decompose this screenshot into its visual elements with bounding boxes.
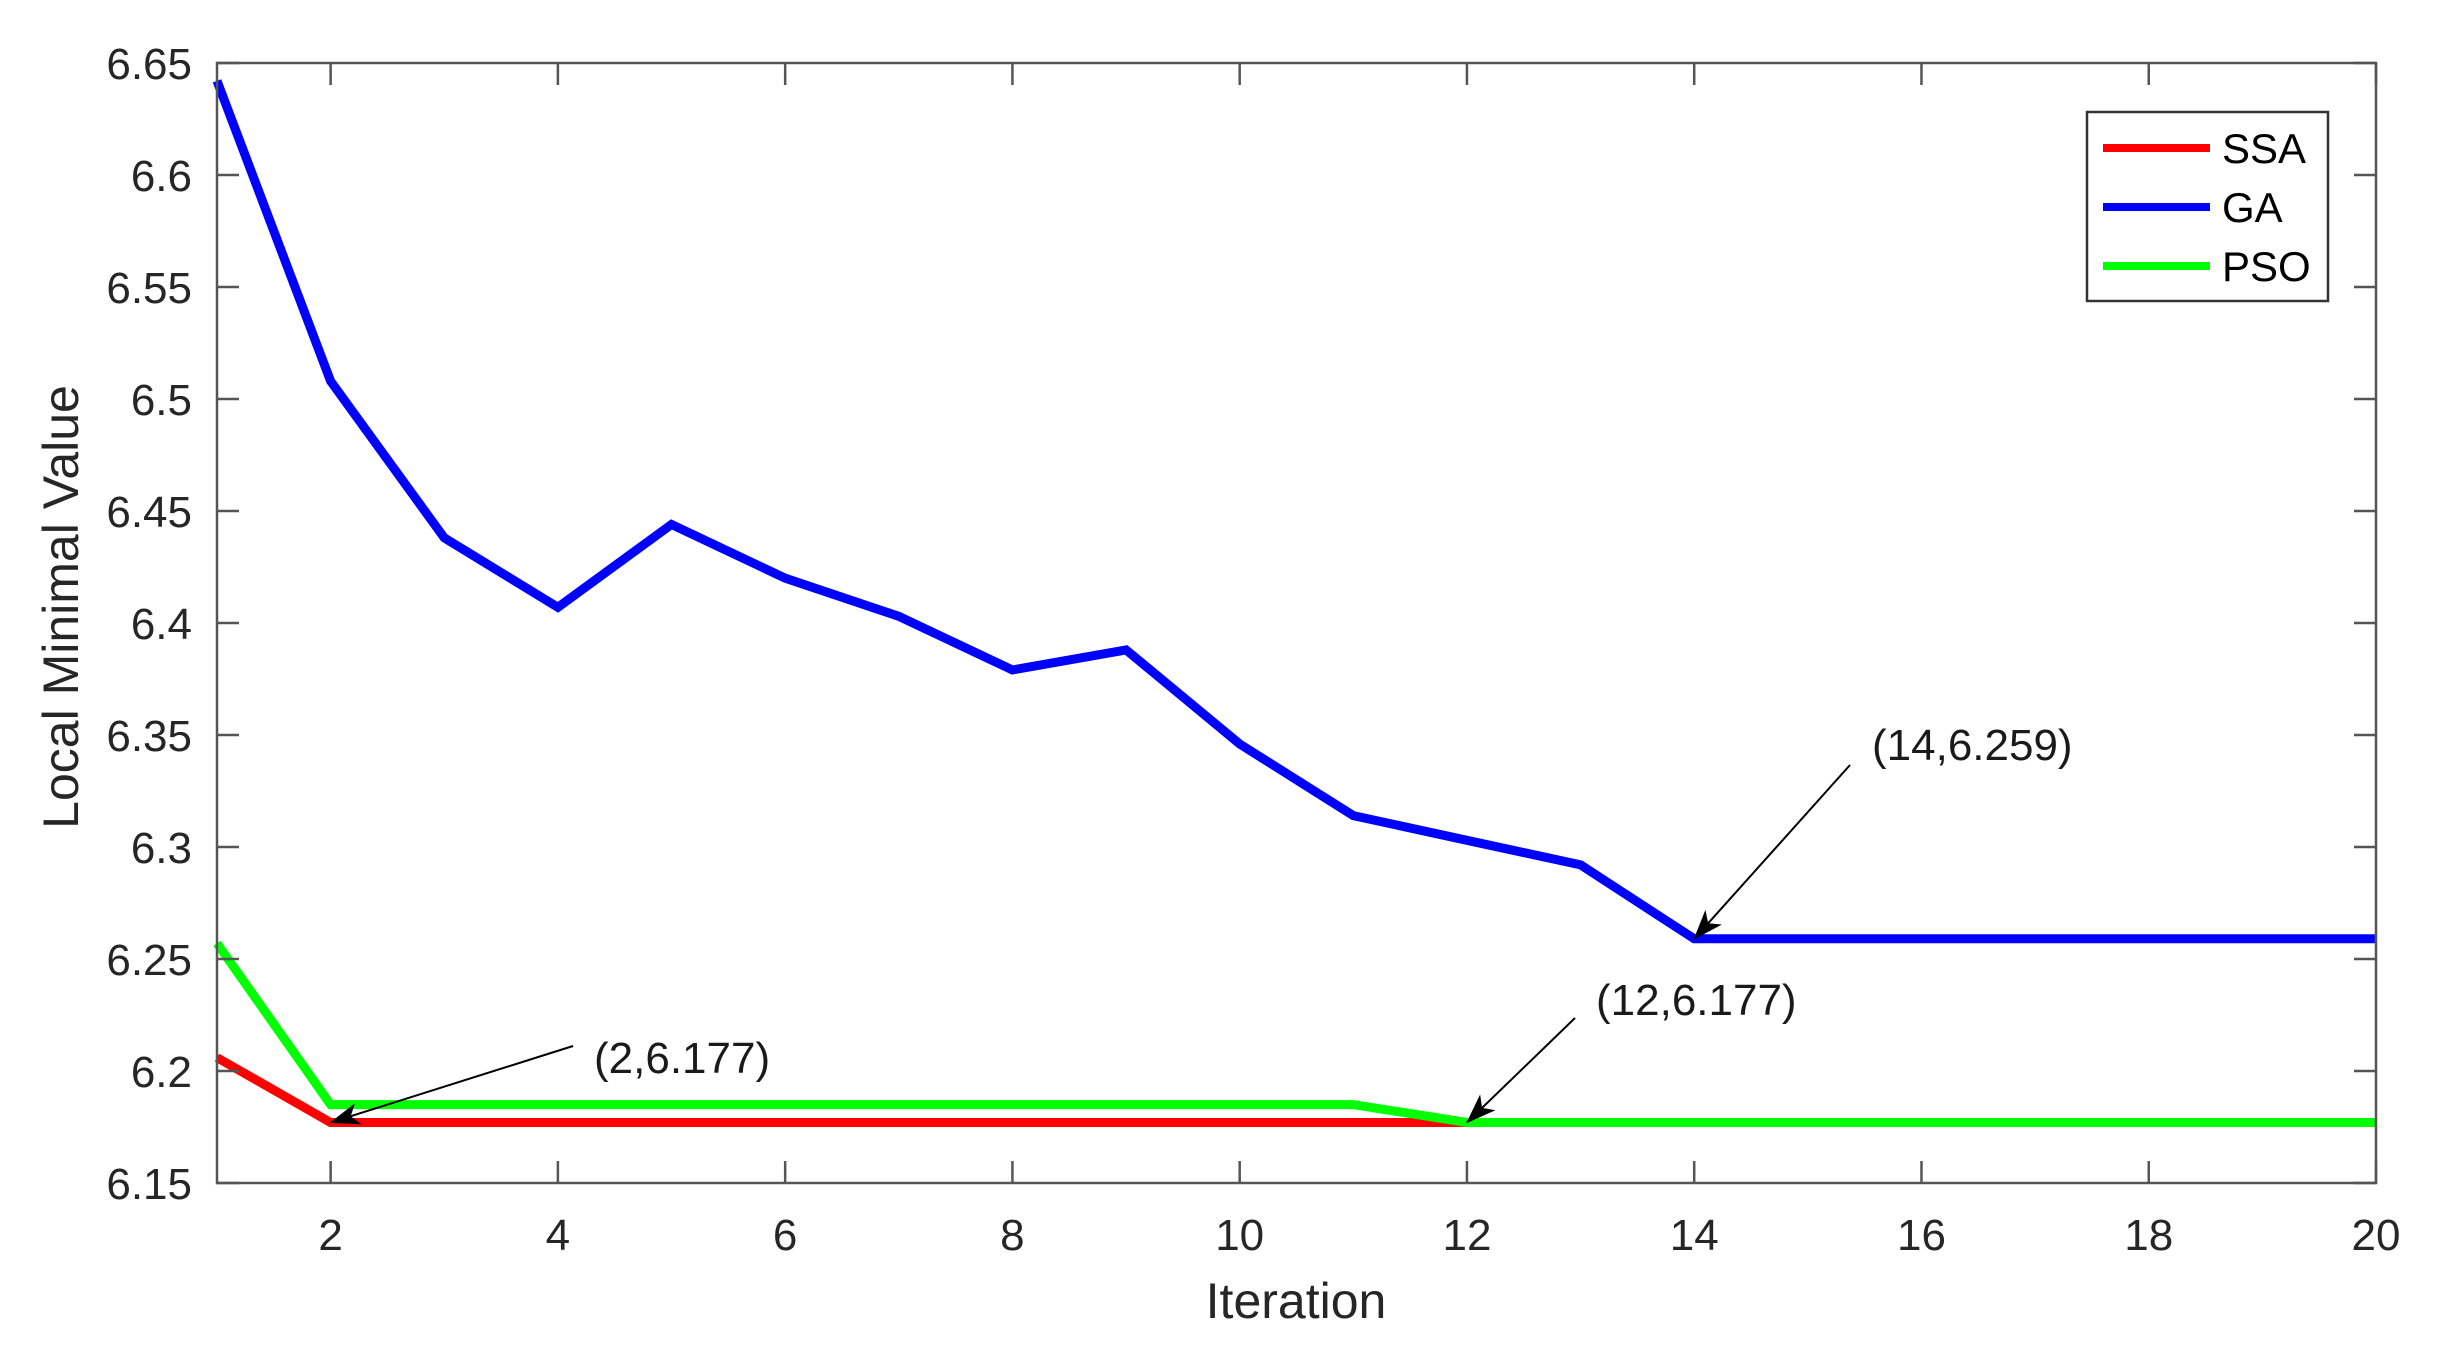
y-tick-label: 6.5 (131, 376, 192, 425)
y-tick-label: 6.4 (131, 600, 192, 649)
y-tick-label: 6.6 (131, 152, 192, 201)
legend[interactable]: SSA GA PSO (2085, 110, 2330, 303)
annotation-label: (12,6.177) (1596, 976, 1797, 1025)
plot-area (217, 63, 2376, 1183)
legend-label-ssa: SSA (2222, 125, 2306, 172)
x-tick-label: 6 (773, 1211, 797, 1260)
tick-marks (217, 61, 2378, 1185)
series-layer (212, 79, 2376, 1127)
x-tick-labels: 2 4 6 8 10 12 14 16 18 20 (318, 1211, 2400, 1260)
x-tick-label: 14 (1670, 1211, 1719, 1260)
x-tick-label: 4 (546, 1211, 570, 1260)
annotation-label: (2,6.177) (594, 1034, 770, 1083)
y-tick-label: 6.3 (131, 824, 192, 873)
y-tick-label: 6.35 (106, 712, 192, 761)
x-tick-label: 8 (1000, 1211, 1024, 1260)
x-tick-label: 12 (1442, 1211, 1491, 1260)
y-tick-label: 6.15 (106, 1160, 192, 1209)
annotation-arrow (329, 1045, 574, 1125)
y-tick-labels: 6.15 6.2 6.25 6.3 6.35 6.4 6.45 6.5 6.55 6.6 6.65 (106, 40, 192, 1209)
annotation-arrow (1466, 1017, 1576, 1124)
legend-label-ga: GA (2222, 184, 2283, 231)
y-tick-label: 6.65 (106, 40, 192, 89)
y-tick-label: 6.45 (106, 488, 192, 537)
y-tick-label: 6.2 (131, 1048, 192, 1097)
annotation-label: (14,6.259) (1872, 721, 2073, 770)
x-tick-label: 20 (2352, 1211, 2401, 1260)
legend-item-ga[interactable]: GA (2103, 184, 2283, 231)
annotation-arrow (1693, 764, 1851, 940)
series-line-ga (212, 79, 2376, 944)
x-tick-label: 2 (318, 1211, 342, 1260)
x-tick-label: 10 (1215, 1211, 1264, 1260)
x-tick-label: 18 (2124, 1211, 2173, 1260)
annotation-layer: (2,6.177) (12,6.177) (14,6.259) (329, 721, 2073, 1125)
x-axis-label: Iteration (1206, 1273, 1387, 1329)
legend-item-ssa[interactable]: SSA (2103, 125, 2306, 172)
series-line-pso (213, 940, 2376, 1127)
y-tick-label: 6.25 (106, 936, 192, 985)
x-tick-label: 16 (1897, 1211, 1946, 1260)
y-tick-label: 6.55 (106, 264, 192, 313)
y-axis-label: Local Minimal Value (33, 385, 89, 829)
legend-label-pso: PSO (2222, 243, 2311, 290)
legend-item-pso[interactable]: PSO (2103, 243, 2311, 290)
